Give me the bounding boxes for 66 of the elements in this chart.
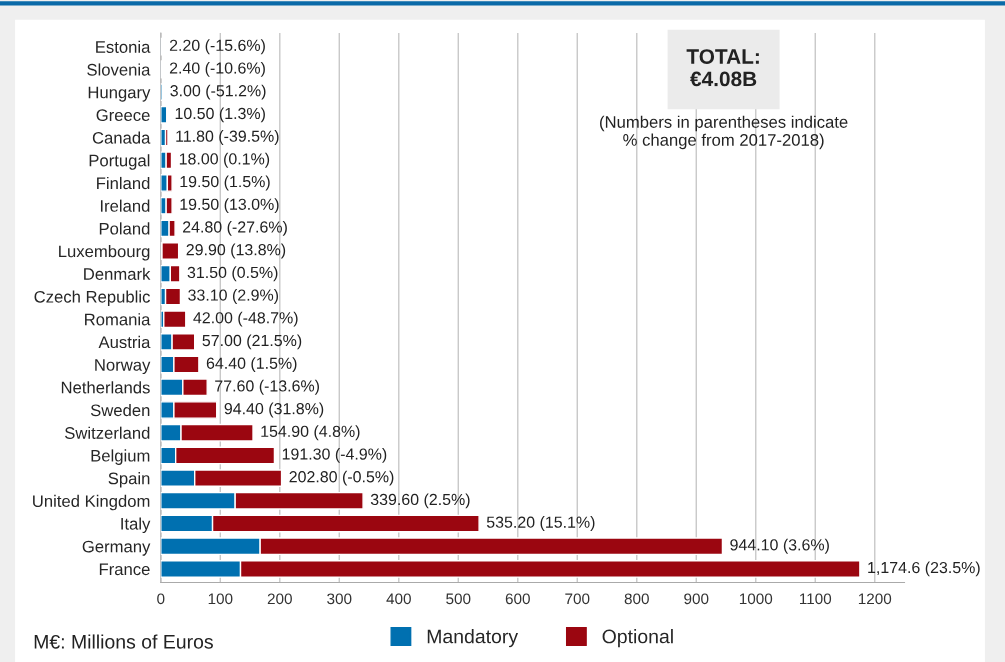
text: 57.00 (21.5%): [202, 334, 302, 350]
y-tick-label: Luxembourg: [59, 245, 150, 261]
x-tick-label: 100: [208, 593, 233, 605]
y-tick-label: Switzerland: [65, 426, 150, 439]
y-tick-label: Sweden: [90, 403, 150, 417]
text: 24.80 (-27.6%): [183, 220, 287, 236]
x-tick-label: 600: [505, 593, 530, 605]
x-tick-label: 500: [446, 593, 471, 605]
y-tick-label: Czech Republic: [34, 290, 150, 306]
text: 31.50 (0.5%): [187, 266, 278, 282]
text: 19.50 (13.0%): [180, 198, 279, 214]
y-tick-label: Netherlands: [61, 381, 150, 394]
text: 2.40 (-10.6%): [169, 61, 265, 77]
y-tick-label: Spain: [108, 472, 150, 488]
annotation: (Numbers in parentheses indicate % change from 2017-2018): [600, 115, 848, 150]
x-tick-label: 700: [565, 593, 590, 605]
y-tick-label: Canada: [92, 131, 151, 144]
y-tick-label: Norway: [95, 359, 151, 375]
y-tick-label: Ireland: [100, 199, 150, 212]
y-tick-label: Portugal: [89, 154, 150, 170]
text: 10.50 (1.3%): [175, 107, 265, 123]
text: 2.20 (-15.6%): [169, 39, 265, 55]
text: 3.00 (-51.2%): [170, 84, 266, 100]
text: 64.40 (1.5%): [206, 357, 297, 373]
x-tick-label: 0: [157, 593, 165, 605]
x-tick-label: 900: [684, 593, 709, 605]
text: M€: Millions of Euros: [34, 634, 213, 649]
text: 191.30 (-4.9%): [282, 447, 387, 463]
x-tick-label: 300: [327, 593, 352, 605]
x-tick-label: 200: [267, 593, 292, 605]
text: 33.10 (2.9%): [188, 289, 279, 304]
x-tick-label: 1100: [799, 593, 832, 605]
y-tick-label: Slovenia: [87, 63, 151, 76]
y-tick-label: Romania: [85, 313, 151, 326]
text: 1,174.6 (23.5%): [868, 561, 980, 577]
legend-label: Mandatory: [427, 629, 519, 648]
x-tick-label: 1000: [739, 593, 773, 605]
y-tick-label: Germany: [82, 540, 151, 556]
text: 18.00 (0.1%): [179, 152, 270, 168]
text: 339.60 (2.5%): [370, 493, 470, 509]
text: 19.50 (1.5%): [180, 175, 270, 191]
text: 77.60 (-13.6%): [215, 379, 320, 395]
x-tick-label: 800: [624, 593, 649, 605]
text: 154.90 (4.8%): [261, 425, 360, 441]
text: 202.80 (-0.5%): [289, 470, 394, 486]
y-tick-label: Finland: [97, 176, 150, 190]
y-tick-label: France: [99, 563, 150, 576]
text: 94.40 (31.8%): [224, 402, 324, 418]
y-tick-label: Denmark: [84, 267, 151, 280]
y-tick-label: Estonia: [96, 40, 151, 53]
y-tick-label: Italy: [121, 517, 151, 534]
y-tick-label: Greece: [96, 109, 150, 122]
text: 29.90 (13.8%): [186, 243, 286, 259]
y-tick-label: Belgium: [91, 449, 150, 465]
x-tick-label: 1200: [858, 593, 892, 605]
y-tick-label: Poland: [99, 222, 150, 235]
legend-label: Optional: [602, 629, 673, 648]
text: 42.00 (-48.7%): [193, 311, 298, 327]
x-tick-label: 400: [386, 593, 411, 605]
y-tick-label: Hungary: [88, 86, 151, 102]
y-tick-label: Austria: [98, 335, 151, 349]
text: 535.20 (15.1%): [486, 516, 595, 531]
y-tick-label: United Kingdom: [33, 494, 150, 511]
text: 944.10 (3.6%): [730, 538, 829, 554]
text: 11.80 (-39.5%): [176, 130, 279, 145]
annotation: TOTAL: €4.08B: [686, 49, 759, 87]
